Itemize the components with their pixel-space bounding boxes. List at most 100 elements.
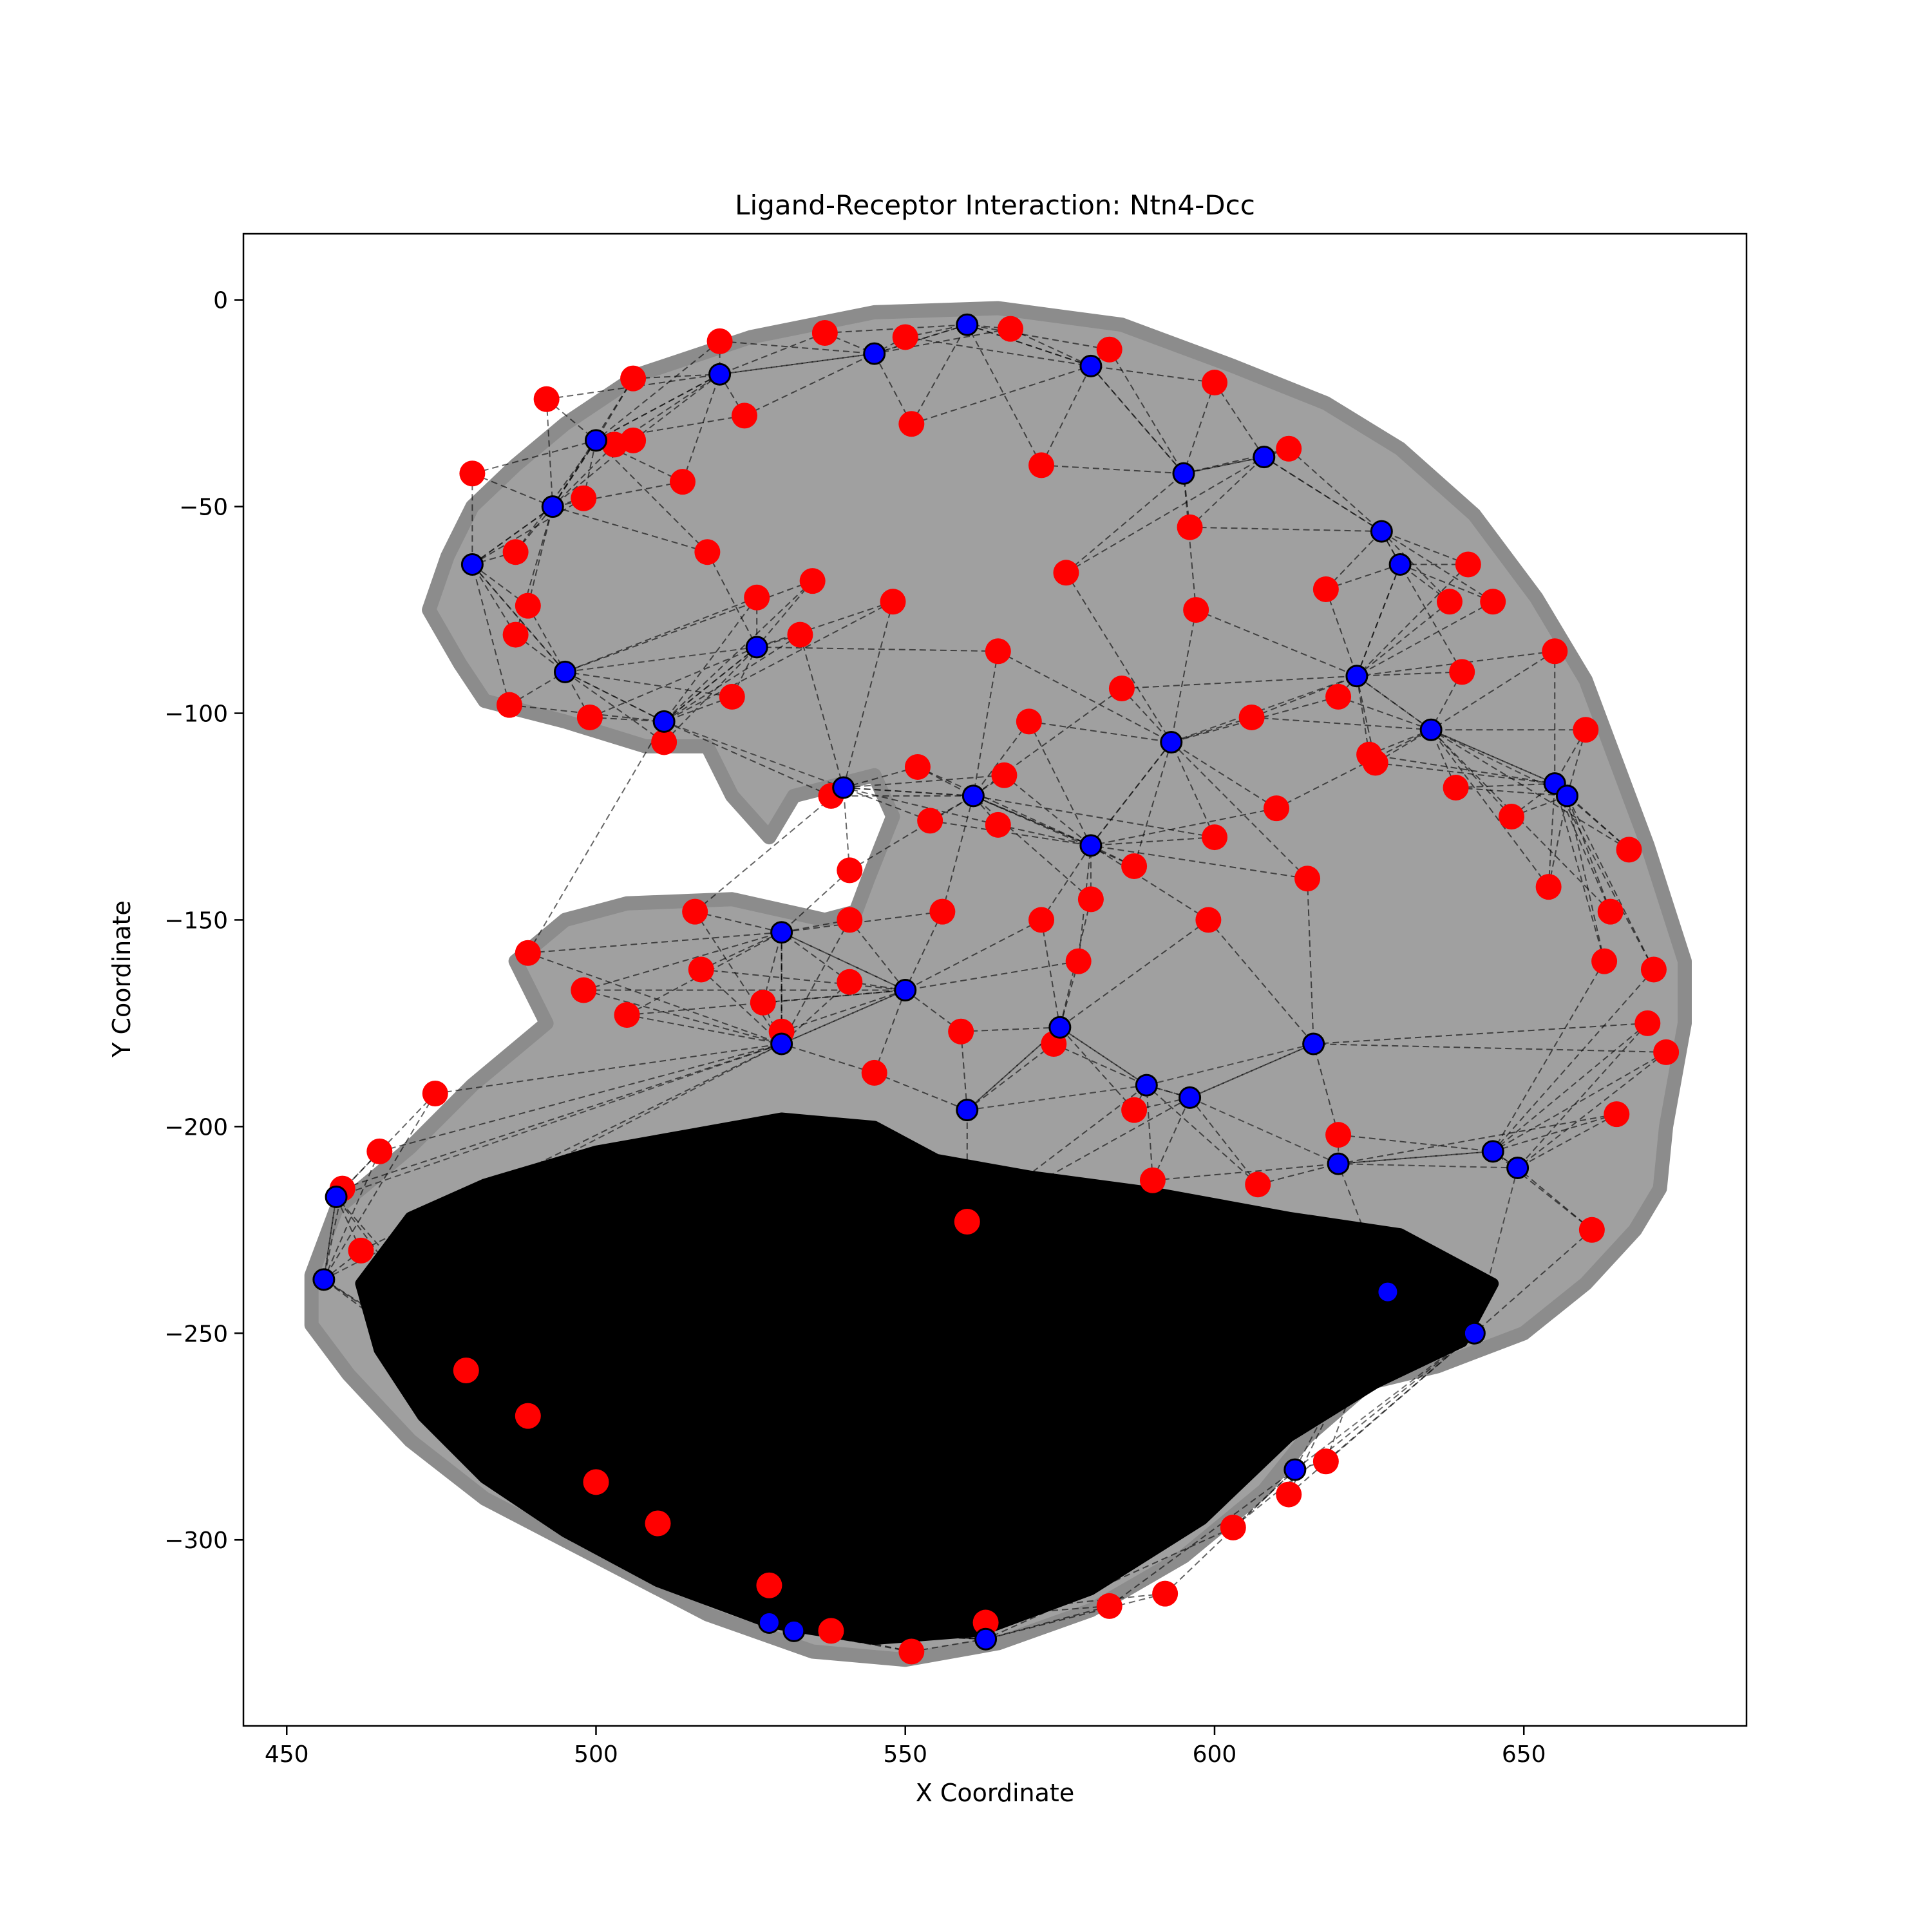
interaction-edge: [905, 919, 1042, 991]
interaction-edge: [1170, 742, 1215, 838]
ligand-point: [682, 898, 708, 925]
interaction-edge: [694, 787, 844, 913]
interaction-edge: [781, 989, 906, 1045]
interaction-edge: [596, 440, 683, 482]
interaction-edge: [911, 365, 1092, 425]
interaction-edge: [1121, 675, 1357, 690]
interaction-edge: [1090, 741, 1172, 846]
receptor-point: [553, 660, 576, 683]
interaction-edge: [1356, 671, 1463, 677]
ligand-point: [1276, 1481, 1302, 1508]
receptor-point: [1160, 730, 1183, 753]
ligand-point: [601, 431, 628, 458]
ligand-point: [1634, 1010, 1661, 1036]
interaction-edge: [904, 911, 943, 990]
ligand-point: [620, 365, 647, 392]
interaction-edge: [1028, 721, 1092, 846]
receptor-point: [961, 784, 985, 808]
dense-interaction-region: [355, 1112, 1499, 1645]
interaction-edge: [1189, 1097, 1258, 1185]
receptor-point: [1463, 1321, 1486, 1345]
interaction-edge: [663, 580, 813, 723]
interaction-edge: [1152, 1163, 1339, 1181]
interaction-edge: [663, 721, 844, 788]
interaction-edge: [1338, 1163, 1518, 1169]
interaction-edge: [435, 1043, 782, 1094]
interaction-edge: [1208, 919, 1314, 1045]
plot-frame: [242, 232, 1748, 1727]
interaction-edge: [1338, 1113, 1617, 1165]
ligand-point: [1573, 717, 1599, 743]
receptor-point: [1253, 446, 1276, 469]
interaction-edge: [1325, 531, 1383, 590]
ligand-point: [502, 539, 529, 565]
interaction-edge: [595, 341, 721, 441]
ligand-point: [1201, 824, 1227, 851]
interaction-edge: [967, 324, 1092, 367]
interaction-edge: [1090, 845, 1135, 867]
interaction-edge: [1430, 729, 1630, 851]
ligand-point: [818, 1618, 844, 1644]
receptor-point: [1283, 1458, 1307, 1481]
ligand-point: [991, 762, 1018, 788]
interaction-edge: [1189, 456, 1265, 528]
interaction-edge: [873, 353, 913, 424]
y-tick-label: 0: [213, 288, 228, 314]
ligand-point: [1077, 886, 1104, 913]
interaction-edge: [1146, 1084, 1258, 1185]
interaction-edge: [1325, 589, 1358, 677]
ligand-point: [917, 808, 943, 834]
ligand-point: [1325, 683, 1352, 710]
interaction-edge: [336, 1093, 436, 1198]
interaction-edge: [596, 374, 721, 441]
interaction-edge: [1307, 878, 1314, 1045]
interaction-edge: [1090, 845, 1209, 921]
y-tick-label: −250: [164, 1321, 228, 1347]
interaction-edge: [1077, 845, 1092, 961]
interaction-edge: [781, 989, 906, 1032]
interaction-edge: [905, 960, 1079, 991]
interaction-edge: [1455, 787, 1567, 797]
interaction-edge: [565, 580, 813, 673]
receptor-point: [1376, 1280, 1399, 1303]
interaction-edge: [545, 399, 554, 507]
ligand-point: [1591, 948, 1618, 974]
interaction-edge: [1325, 564, 1401, 590]
interaction-edge: [1065, 456, 1265, 574]
ligand-point: [453, 1358, 479, 1384]
interaction-edge: [1146, 1084, 1190, 1099]
receptor-point: [745, 636, 768, 659]
interaction-edge: [595, 440, 708, 553]
ligand-point: [515, 940, 541, 966]
interaction-edge: [1492, 1051, 1667, 1152]
ligand-point: [515, 592, 541, 619]
interaction-edge: [1146, 1085, 1153, 1180]
interaction-edge: [756, 634, 800, 648]
interaction-edge: [1171, 741, 1277, 809]
interaction-edge: [998, 824, 1092, 846]
interaction-edge: [719, 340, 875, 355]
ligand-point: [1177, 514, 1203, 540]
interaction-edge: [1338, 1150, 1493, 1165]
interaction-edge: [1566, 795, 1605, 961]
interaction-edge: [1430, 650, 1555, 731]
ligand-point: [614, 1002, 640, 1028]
interaction-edge: [1183, 448, 1289, 475]
interaction-edge: [719, 374, 745, 416]
interaction-edge: [1257, 1163, 1339, 1186]
interaction-edge: [719, 332, 826, 375]
receptor-point: [1302, 1032, 1325, 1056]
interaction-edge: [552, 444, 616, 507]
ligand-point: [1121, 1097, 1148, 1123]
interaction-edge: [1195, 609, 1358, 677]
ligand-point: [348, 1237, 374, 1264]
interaction-edge: [873, 990, 906, 1074]
interaction-edge: [632, 374, 721, 441]
ligand-point: [998, 316, 1024, 342]
interaction-edge: [1189, 526, 1382, 533]
x-tick-label: 500: [574, 1741, 618, 1768]
interaction-edge: [1517, 1052, 1667, 1169]
interaction-edge: [583, 931, 782, 991]
interaction-edge: [1356, 601, 1450, 677]
receptor-point: [1135, 1074, 1158, 1097]
